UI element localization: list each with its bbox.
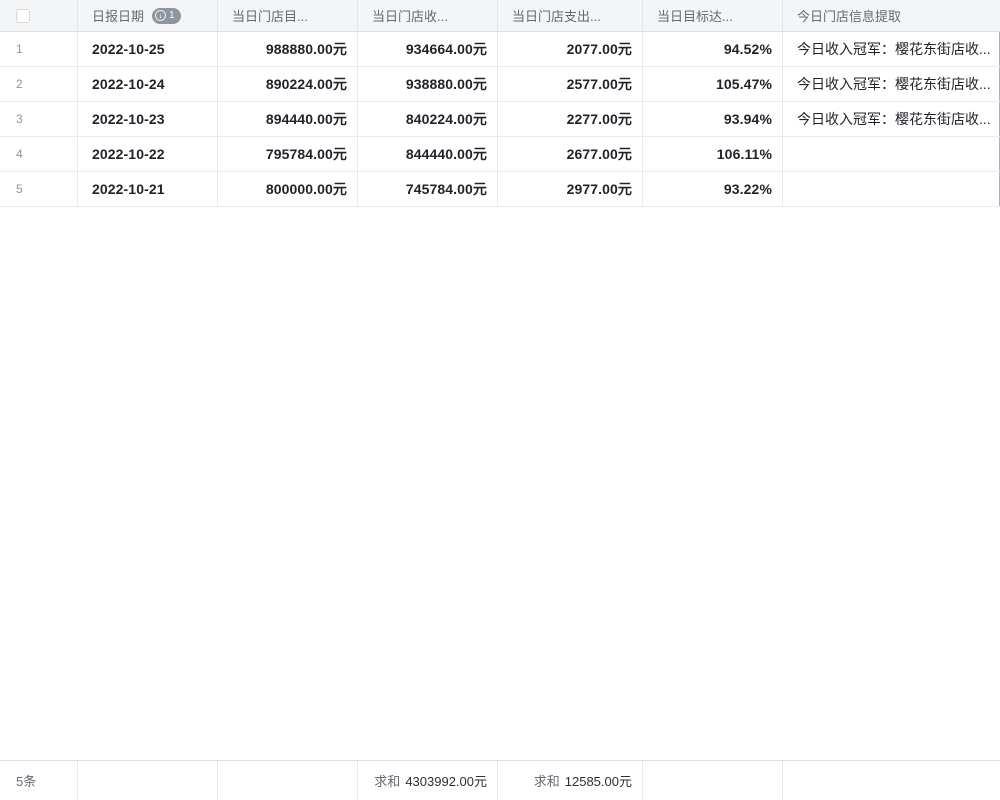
income-sum-value: 4303992.00元	[405, 774, 487, 789]
summary-date-cell[interactable]	[78, 761, 218, 800]
table-row: 5 2022-10-21 800000.00元 745784.00元 2977.…	[0, 172, 1000, 207]
column-header-info[interactable]: 今日门店信息提取	[783, 0, 1000, 31]
expense-cell[interactable]: 2577.00元	[498, 67, 643, 101]
info-cell[interactable]	[783, 172, 1000, 206]
target-cell[interactable]: 894440.00元	[218, 102, 358, 136]
record-count: 5条	[0, 761, 78, 800]
column-header-target[interactable]: 当日门店目...	[218, 0, 358, 31]
income-cell[interactable]: 840224.00元	[358, 102, 498, 136]
row-number-cell[interactable]: 3	[0, 102, 78, 136]
table-row: 2 2022-10-24 890224.00元 938880.00元 2577.…	[0, 67, 1000, 102]
grid-header-row: 日报日期 ↓ 1 当日门店目... 当日门店收... 当日门店支出... 当日目…	[0, 0, 1000, 32]
summary-target-cell[interactable]	[218, 761, 358, 800]
expense-cell[interactable]: 2677.00元	[498, 137, 643, 171]
income-cell[interactable]: 938880.00元	[358, 67, 498, 101]
summary-income-cell[interactable]: 求和 4303992.00元	[358, 761, 498, 800]
sort-badge[interactable]: ↓ 1	[152, 7, 181, 24]
column-header-target-label: 当日门店目...	[232, 9, 308, 24]
target-cell[interactable]: 795784.00元	[218, 137, 358, 171]
income-cell[interactable]: 745784.00元	[358, 172, 498, 206]
info-cell[interactable]: 今日收入冠军：樱花东街店收...	[797, 41, 991, 57]
rate-cell[interactable]: 94.52%	[643, 32, 783, 66]
table-row: 4 2022-10-22 795784.00元 844440.00元 2677.…	[0, 137, 1000, 172]
expense-cell[interactable]: 2077.00元	[498, 32, 643, 66]
expense-cell[interactable]: 2277.00元	[498, 102, 643, 136]
column-header-info-label: 今日门店信息提取	[797, 9, 902, 24]
sum-label: 求和	[533, 774, 560, 789]
row-number-cell[interactable]: 5	[0, 172, 78, 206]
table-row: 1 2022-10-25 988880.00元 934664.00元 2077.…	[0, 32, 1000, 67]
rate-cell[interactable]: 93.22%	[643, 172, 783, 206]
column-header-rate-label: 当日目标达...	[657, 9, 733, 24]
sum-label: 求和	[374, 774, 401, 789]
rate-cell[interactable]: 93.94%	[643, 102, 783, 136]
column-header-expense[interactable]: 当日门店支出...	[498, 0, 643, 31]
table-row: 3 2022-10-23 894440.00元 840224.00元 2277.…	[0, 102, 1000, 137]
row-number-cell[interactable]: 1	[0, 32, 78, 66]
sort-count: 1	[169, 9, 175, 21]
grid-body: 1 2022-10-25 988880.00元 934664.00元 2077.…	[0, 32, 1000, 207]
select-all-cell	[0, 0, 78, 31]
row-number-cell[interactable]: 2	[0, 67, 78, 101]
summary-info-cell[interactable]	[783, 761, 1000, 800]
summary-rate-cell[interactable]	[643, 761, 783, 800]
target-cell[interactable]: 800000.00元	[218, 172, 358, 206]
summary-bar: 5条 求和 4303992.00元 求和 12585.00元	[0, 760, 1000, 800]
expense-cell[interactable]: 2977.00元	[498, 172, 643, 206]
column-header-income-label: 当日门店收...	[372, 9, 448, 24]
sort-descending-icon: ↓	[155, 10, 167, 21]
info-cell[interactable]: 今日收入冠军：樱花东街店收...	[797, 76, 991, 92]
target-cell[interactable]: 890224.00元	[218, 67, 358, 101]
summary-expense-cell[interactable]: 求和 12585.00元	[498, 761, 643, 800]
column-header-rate[interactable]: 当日目标达...	[643, 0, 783, 31]
income-cell[interactable]: 934664.00元	[358, 32, 498, 66]
income-cell[interactable]: 844440.00元	[358, 137, 498, 171]
rate-cell[interactable]: 105.47%	[643, 67, 783, 101]
column-header-date-label: 日报日期	[92, 9, 145, 24]
expense-sum-value: 12585.00元	[564, 774, 632, 789]
date-cell[interactable]: 2022-10-22	[78, 137, 218, 171]
row-number-cell[interactable]: 4	[0, 137, 78, 171]
target-cell[interactable]: 988880.00元	[218, 32, 358, 66]
rate-cell[interactable]: 106.11%	[643, 137, 783, 171]
date-cell[interactable]: 2022-10-21	[78, 172, 218, 206]
column-header-income[interactable]: 当日门店收...	[358, 0, 498, 31]
info-cell[interactable]	[783, 137, 1000, 171]
column-header-date[interactable]: 日报日期 ↓ 1	[78, 0, 218, 31]
select-all-checkbox[interactable]	[16, 8, 30, 23]
info-cell[interactable]: 今日收入冠军：樱花东街店收...	[797, 111, 991, 127]
date-cell[interactable]: 2022-10-23	[78, 102, 218, 136]
date-cell[interactable]: 2022-10-25	[78, 32, 218, 66]
column-header-expense-label: 当日门店支出...	[512, 9, 601, 24]
date-cell[interactable]: 2022-10-24	[78, 67, 218, 101]
empty-grid-area	[0, 207, 1000, 760]
